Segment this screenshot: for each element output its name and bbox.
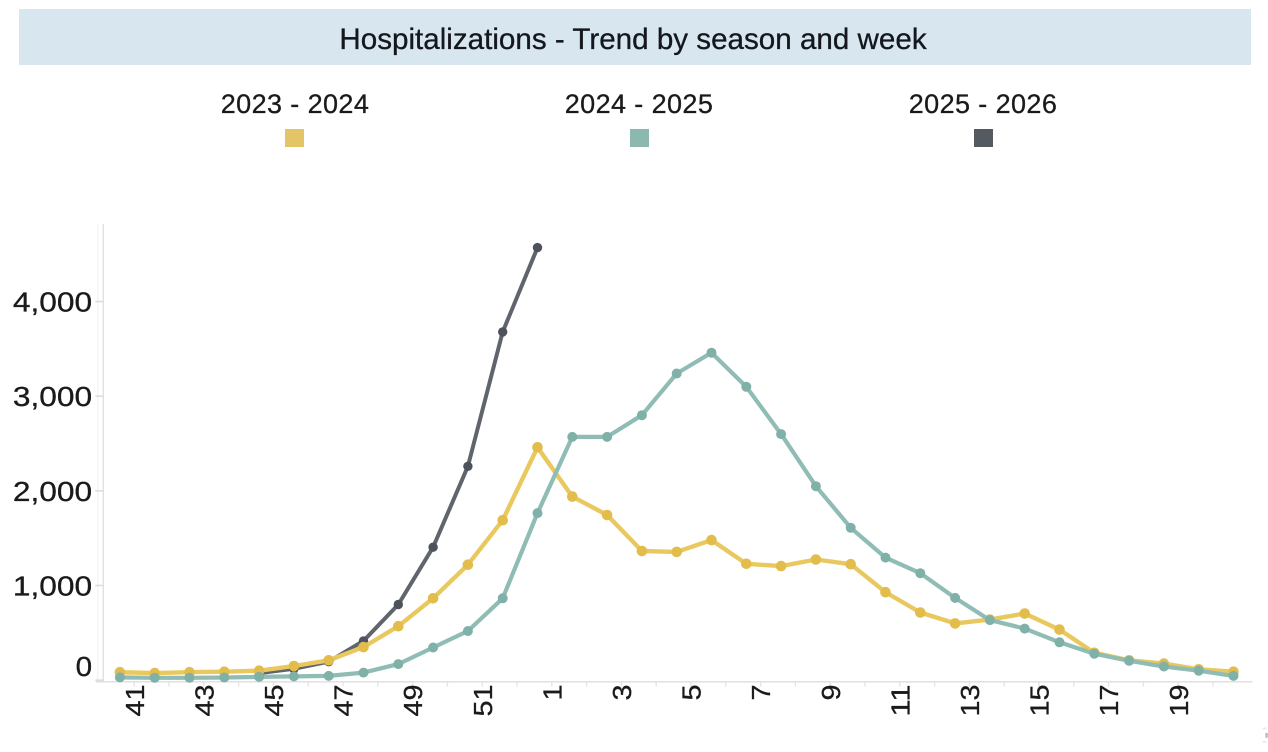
svg-text:3,000: 3,000 <box>13 381 92 412</box>
svg-text:1,000: 1,000 <box>13 570 92 601</box>
svg-text:51: 51 <box>468 685 498 717</box>
svg-text:13: 13 <box>955 685 985 717</box>
svg-text:2,000: 2,000 <box>13 476 92 507</box>
svg-text:9: 9 <box>816 685 846 701</box>
svg-text:0: 0 <box>76 651 93 682</box>
svg-text:43: 43 <box>189 685 219 717</box>
svg-text:45: 45 <box>259 685 289 717</box>
svg-text:41: 41 <box>120 685 150 717</box>
svg-text:47: 47 <box>329 685 359 717</box>
svg-text:17: 17 <box>1094 685 1124 717</box>
svg-text:11: 11 <box>885 685 915 717</box>
svg-text:4,000: 4,000 <box>13 287 92 318</box>
svg-text:3: 3 <box>607 685 637 701</box>
svg-text:1: 1 <box>537 685 567 701</box>
svg-text:15: 15 <box>1025 685 1055 717</box>
svg-text:49: 49 <box>398 685 428 717</box>
svg-text:7: 7 <box>746 685 776 701</box>
svg-text:5: 5 <box>677 685 707 701</box>
svg-text:19: 19 <box>1164 685 1194 717</box>
